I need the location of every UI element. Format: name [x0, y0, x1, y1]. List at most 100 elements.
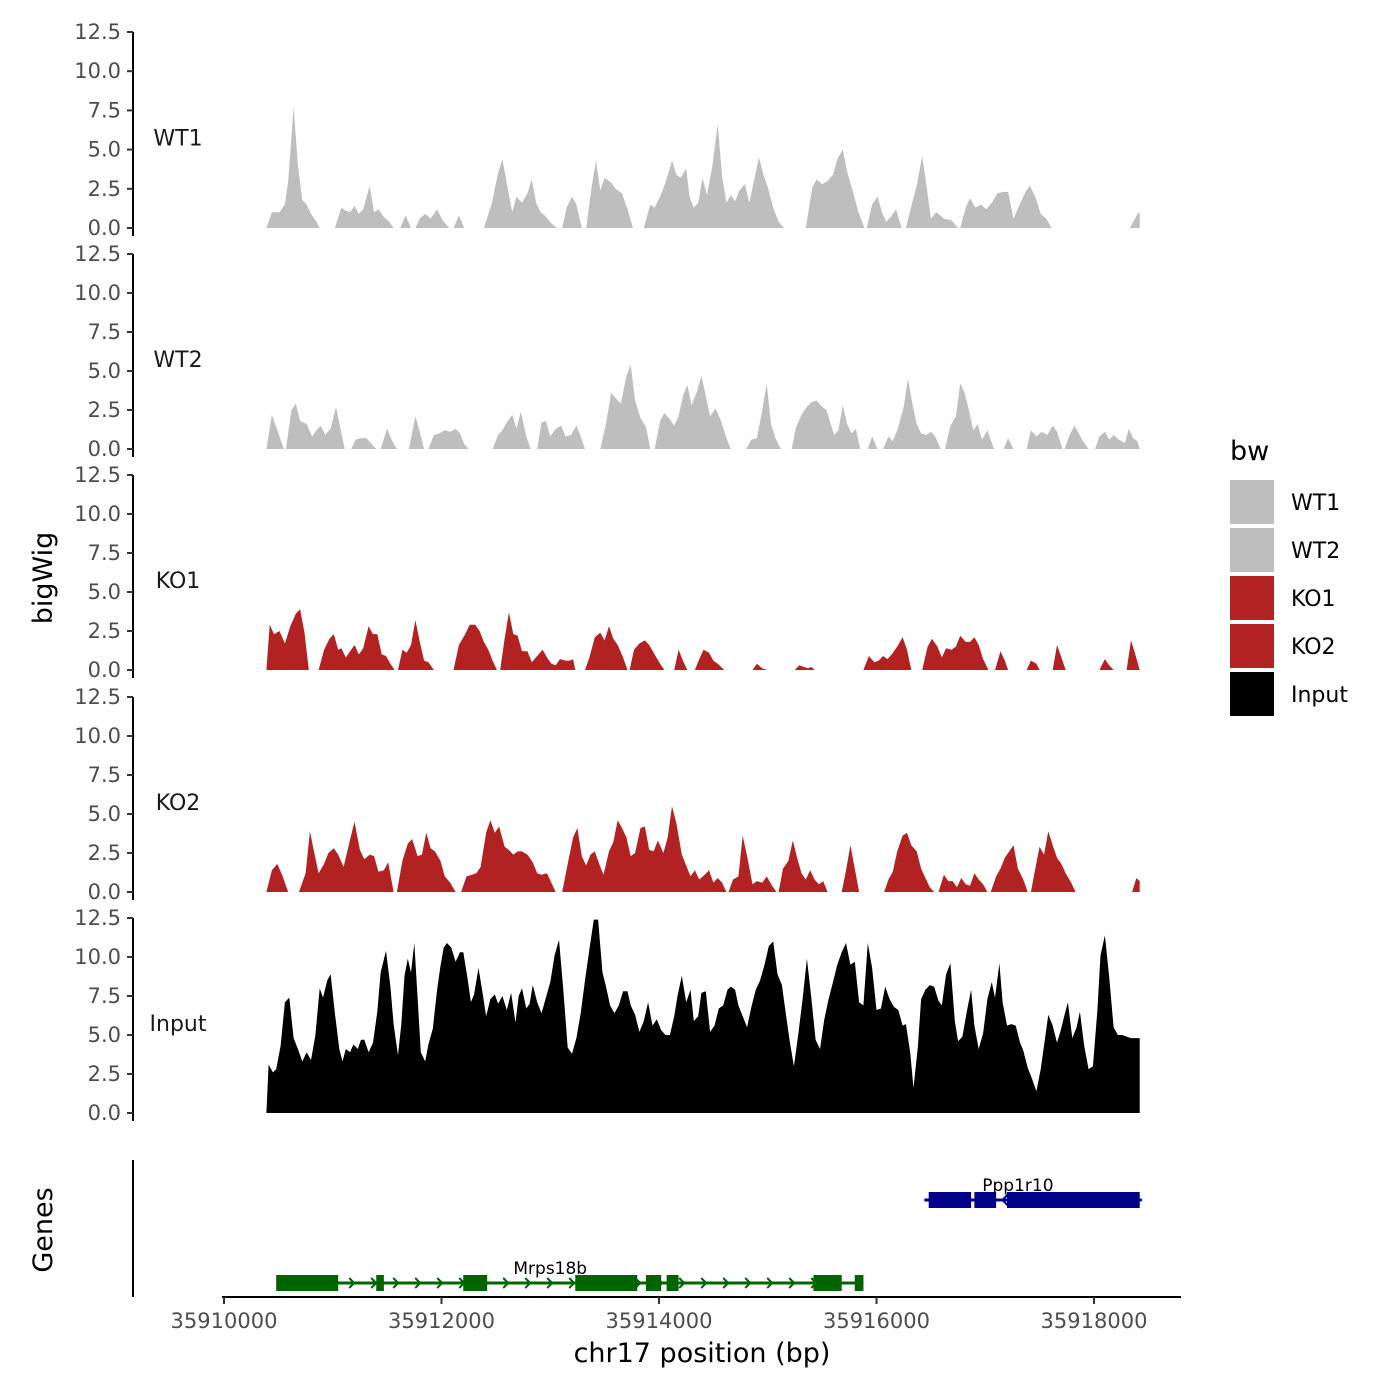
gene-exon — [1007, 1192, 1140, 1208]
coverage-area-input — [266, 919, 1140, 1113]
gene-label-ppp1r10: Ppp1r10 — [982, 1176, 1053, 1196]
strand-arrow — [370, 1277, 378, 1289]
legend-label-ko1: KO1 — [1291, 587, 1336, 612]
gene-exon — [854, 1275, 864, 1291]
legend-title: bw — [1230, 436, 1269, 467]
gene-mrps18b: Mrps18b — [276, 1259, 864, 1291]
y-tick-label: 10.0 — [74, 281, 121, 305]
gene-ppp1r10: Ppp1r10 — [924, 1176, 1142, 1208]
y-tick-label: 2.5 — [88, 177, 121, 201]
strand-arrow — [766, 1277, 774, 1289]
gene-exon — [276, 1275, 339, 1291]
strand-arrow — [392, 1277, 400, 1289]
strand-arrow — [502, 1277, 510, 1289]
legend-swatch-ko1 — [1230, 576, 1274, 620]
x-axis: 35910000 35912000 35914000 35916000 35918000 — [171, 1296, 1181, 1333]
legend-swatch-input — [1230, 672, 1274, 716]
strand-arrow — [744, 1277, 752, 1289]
strand-arrow — [524, 1277, 532, 1289]
strand-arrow — [1000, 1194, 1009, 1206]
y-tick-label: 0.0 — [88, 1101, 121, 1125]
y-tick-label: 7.5 — [88, 984, 121, 1008]
gene-exon — [376, 1275, 384, 1291]
y-tick-label: 2.5 — [88, 1062, 121, 1086]
gene-exon — [974, 1192, 997, 1208]
legend: bw WT1 WT2 KO1 KO2 Input — [1230, 436, 1348, 716]
track-wt1: 0.0 2.5 5.0 7.5 10.0 12.5 WT1 — [74, 20, 1140, 240]
y-tick-label: 7.5 — [88, 763, 121, 787]
track-label-ko2: KO2 — [156, 791, 201, 816]
y-tick-label: 12.5 — [74, 685, 121, 709]
gene-exon — [463, 1275, 488, 1291]
y-tick-label: 0.0 — [88, 437, 121, 461]
track-label-wt1: WT1 — [153, 126, 202, 151]
strand-arrow — [414, 1277, 422, 1289]
strand-arrow — [546, 1277, 554, 1289]
strand-arrow — [788, 1277, 796, 1289]
strand-arrow — [678, 1277, 686, 1289]
y-tick-label: 12.5 — [74, 463, 121, 487]
y-tick-label: 10.0 — [74, 945, 121, 969]
y-tick-label: 12.5 — [74, 906, 121, 930]
strand-arrow — [568, 1277, 576, 1289]
y-axis-title: bigWig — [28, 532, 59, 625]
legend-swatch-wt1 — [1230, 480, 1274, 524]
x-tick-label: 35918000 — [1041, 1309, 1148, 1333]
coverage-tracks: 0.0 2.5 5.0 7.5 10.0 12.5 WT1 0.0 2.5 5.0 7.5 10.0 1… — [74, 20, 1140, 1125]
x-tick-label: 35910000 — [171, 1309, 278, 1333]
gene-exon — [645, 1275, 662, 1291]
y-tick-label: 7.5 — [88, 541, 121, 565]
x-tick-label: 35914000 — [606, 1309, 713, 1333]
track-input: 0.0 2.5 5.0 7.5 10.0 12.5 Input — [74, 906, 1140, 1125]
y-tick-label: 5.0 — [88, 802, 121, 826]
legend-swatch-ko2 — [1230, 624, 1274, 668]
y-tick-label: 7.5 — [88, 320, 121, 344]
y-tick-label: 5.0 — [88, 1023, 121, 1047]
track-label-input: Input — [150, 1012, 207, 1037]
y-tick-label: 5.0 — [88, 138, 121, 162]
legend-label-ko2: KO2 — [1291, 635, 1336, 660]
gene-exon — [666, 1275, 679, 1291]
track-label-ko1: KO1 — [156, 569, 201, 594]
y-tick-label: 12.5 — [74, 20, 121, 44]
y-tick-label: 10.0 — [74, 59, 121, 83]
gene-track: Mrps18b Ppp1r10 — [132, 1160, 1142, 1297]
y-tick-label: 0.0 — [88, 880, 121, 904]
strand-arrow — [700, 1277, 708, 1289]
track-ko1: 0.0 2.5 5.0 7.5 10.0 12.5 KO1 — [74, 463, 1140, 682]
strand-arrow — [436, 1277, 444, 1289]
y-tick-label: 2.5 — [88, 398, 121, 422]
coverage-area-ko2 — [266, 806, 1140, 892]
y-tick-label: 0.0 — [88, 216, 121, 240]
gene-label-mrps18b: Mrps18b — [513, 1259, 587, 1279]
y-tick-label: 5.0 — [88, 359, 121, 383]
coverage-area-ko1 — [266, 609, 1140, 670]
legend-swatch-wt2 — [1230, 528, 1274, 572]
track-label-wt2: WT2 — [153, 348, 202, 373]
y-tick-label: 7.5 — [88, 98, 121, 122]
gene-exon — [928, 1192, 972, 1208]
gene-exon — [813, 1275, 842, 1291]
x-tick-label: 35912000 — [388, 1309, 495, 1333]
track-ko2: 0.0 2.5 5.0 7.5 10.0 12.5 KO2 — [74, 685, 1140, 904]
y-tick-label: 5.0 — [88, 580, 121, 604]
legend-label-input: Input — [1291, 683, 1348, 708]
y-tick-label: 2.5 — [88, 841, 121, 865]
y-tick-label: 0.0 — [88, 658, 121, 682]
legend-label-wt2: WT2 — [1291, 539, 1340, 564]
track-wt2: 0.0 2.5 5.0 7.5 10.0 12.5 WT2 — [74, 242, 1140, 461]
gene-exon — [575, 1275, 638, 1291]
x-axis-title: chr17 position (bp) — [574, 1338, 831, 1369]
y-tick-label: 12.5 — [74, 242, 121, 266]
genes-axis-title: Genes — [28, 1187, 59, 1272]
coverage-area-wt2 — [266, 364, 1140, 449]
y-tick-label: 10.0 — [74, 724, 121, 748]
y-tick-label: 2.5 — [88, 619, 121, 643]
strand-arrow — [348, 1277, 356, 1289]
strand-arrow — [722, 1277, 730, 1289]
y-tick-label: 10.0 — [74, 502, 121, 526]
coverage-area-wt1 — [266, 107, 1140, 228]
x-tick-label: 35916000 — [823, 1309, 930, 1333]
